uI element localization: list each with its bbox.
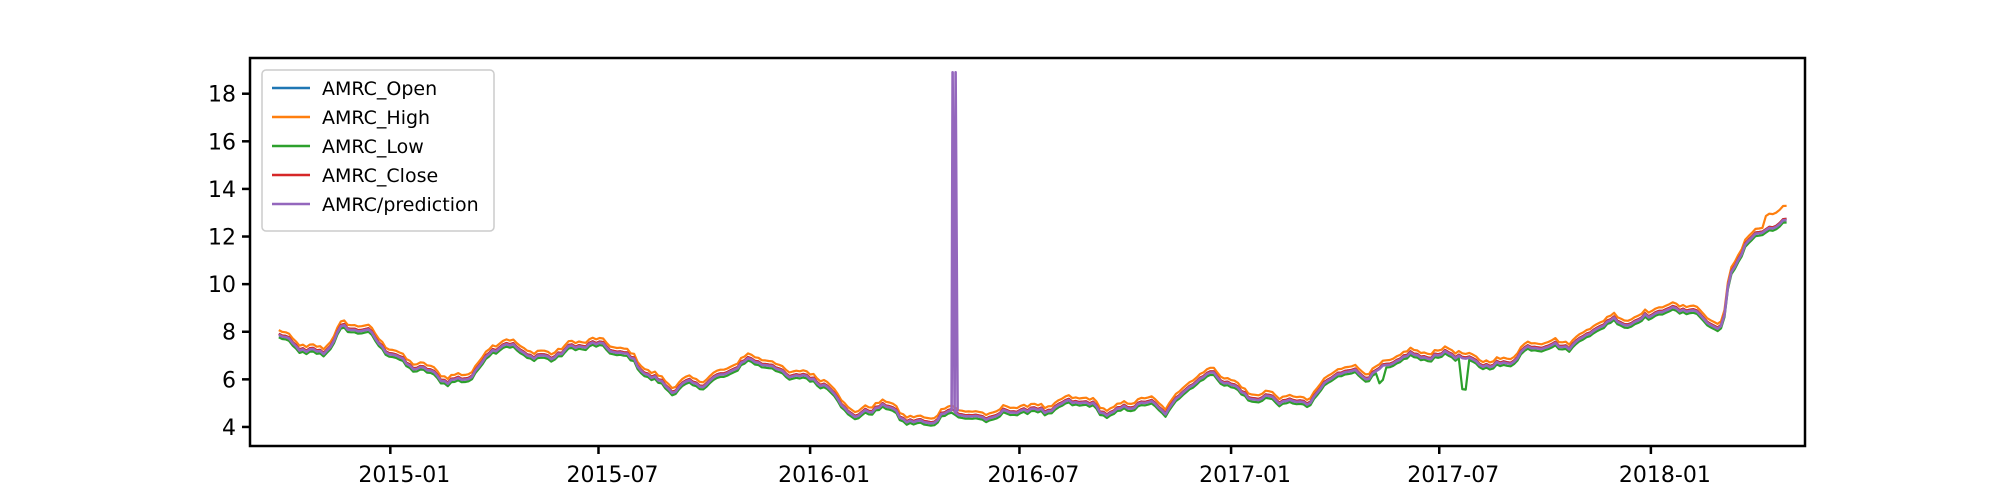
legend-label-3: AMRC_Close xyxy=(322,165,438,187)
x-tick-label-5: 2017-07 xyxy=(1407,463,1499,488)
y-tick-label-1: 6 xyxy=(222,368,236,393)
legend-box xyxy=(261,69,495,232)
series-line-4 xyxy=(278,71,1787,425)
y-tick-label-2: 8 xyxy=(222,321,236,346)
legend-label-4: AMRC/prediction xyxy=(322,194,479,216)
y-tick-label-3: 10 xyxy=(208,273,236,298)
plot-frame xyxy=(248,56,1807,448)
series-line-2 xyxy=(278,221,1787,427)
legend-label-1: AMRC_High xyxy=(322,107,430,129)
x-tick-label-2: 2016-01 xyxy=(778,463,870,488)
y-tick-label-0: 4 xyxy=(222,416,236,441)
legend-label-0: AMRC_Open xyxy=(322,78,437,100)
x-tick-label-4: 2017-01 xyxy=(1199,463,1291,488)
y-tick-label-7: 18 xyxy=(208,83,236,108)
x-tick-label-1: 2015-07 xyxy=(567,463,659,488)
legend: AMRC_Open AMRC_High AMRC_Low AMRC_Close AMRC… xyxy=(261,69,495,232)
x-tick-label-0: 2015-01 xyxy=(358,463,450,488)
y-tick-label-5: 14 xyxy=(208,178,236,203)
y-tick-label-4: 12 xyxy=(208,226,236,251)
x-tick-label-6: 2018-01 xyxy=(1619,463,1711,488)
series-layer xyxy=(278,71,1787,427)
x-tick-label-3: 2016-07 xyxy=(987,463,1079,488)
legend-label-2: AMRC_Low xyxy=(322,136,424,158)
y-tick-label-6: 16 xyxy=(208,130,236,155)
series-line-1 xyxy=(278,204,1787,420)
y-axis: 4 6 8 10 12 14 16 18 xyxy=(208,83,250,441)
x-axis: 2015-01 2015-07 2016-01 2016-07 2017-01 2017-… xyxy=(358,446,1711,488)
